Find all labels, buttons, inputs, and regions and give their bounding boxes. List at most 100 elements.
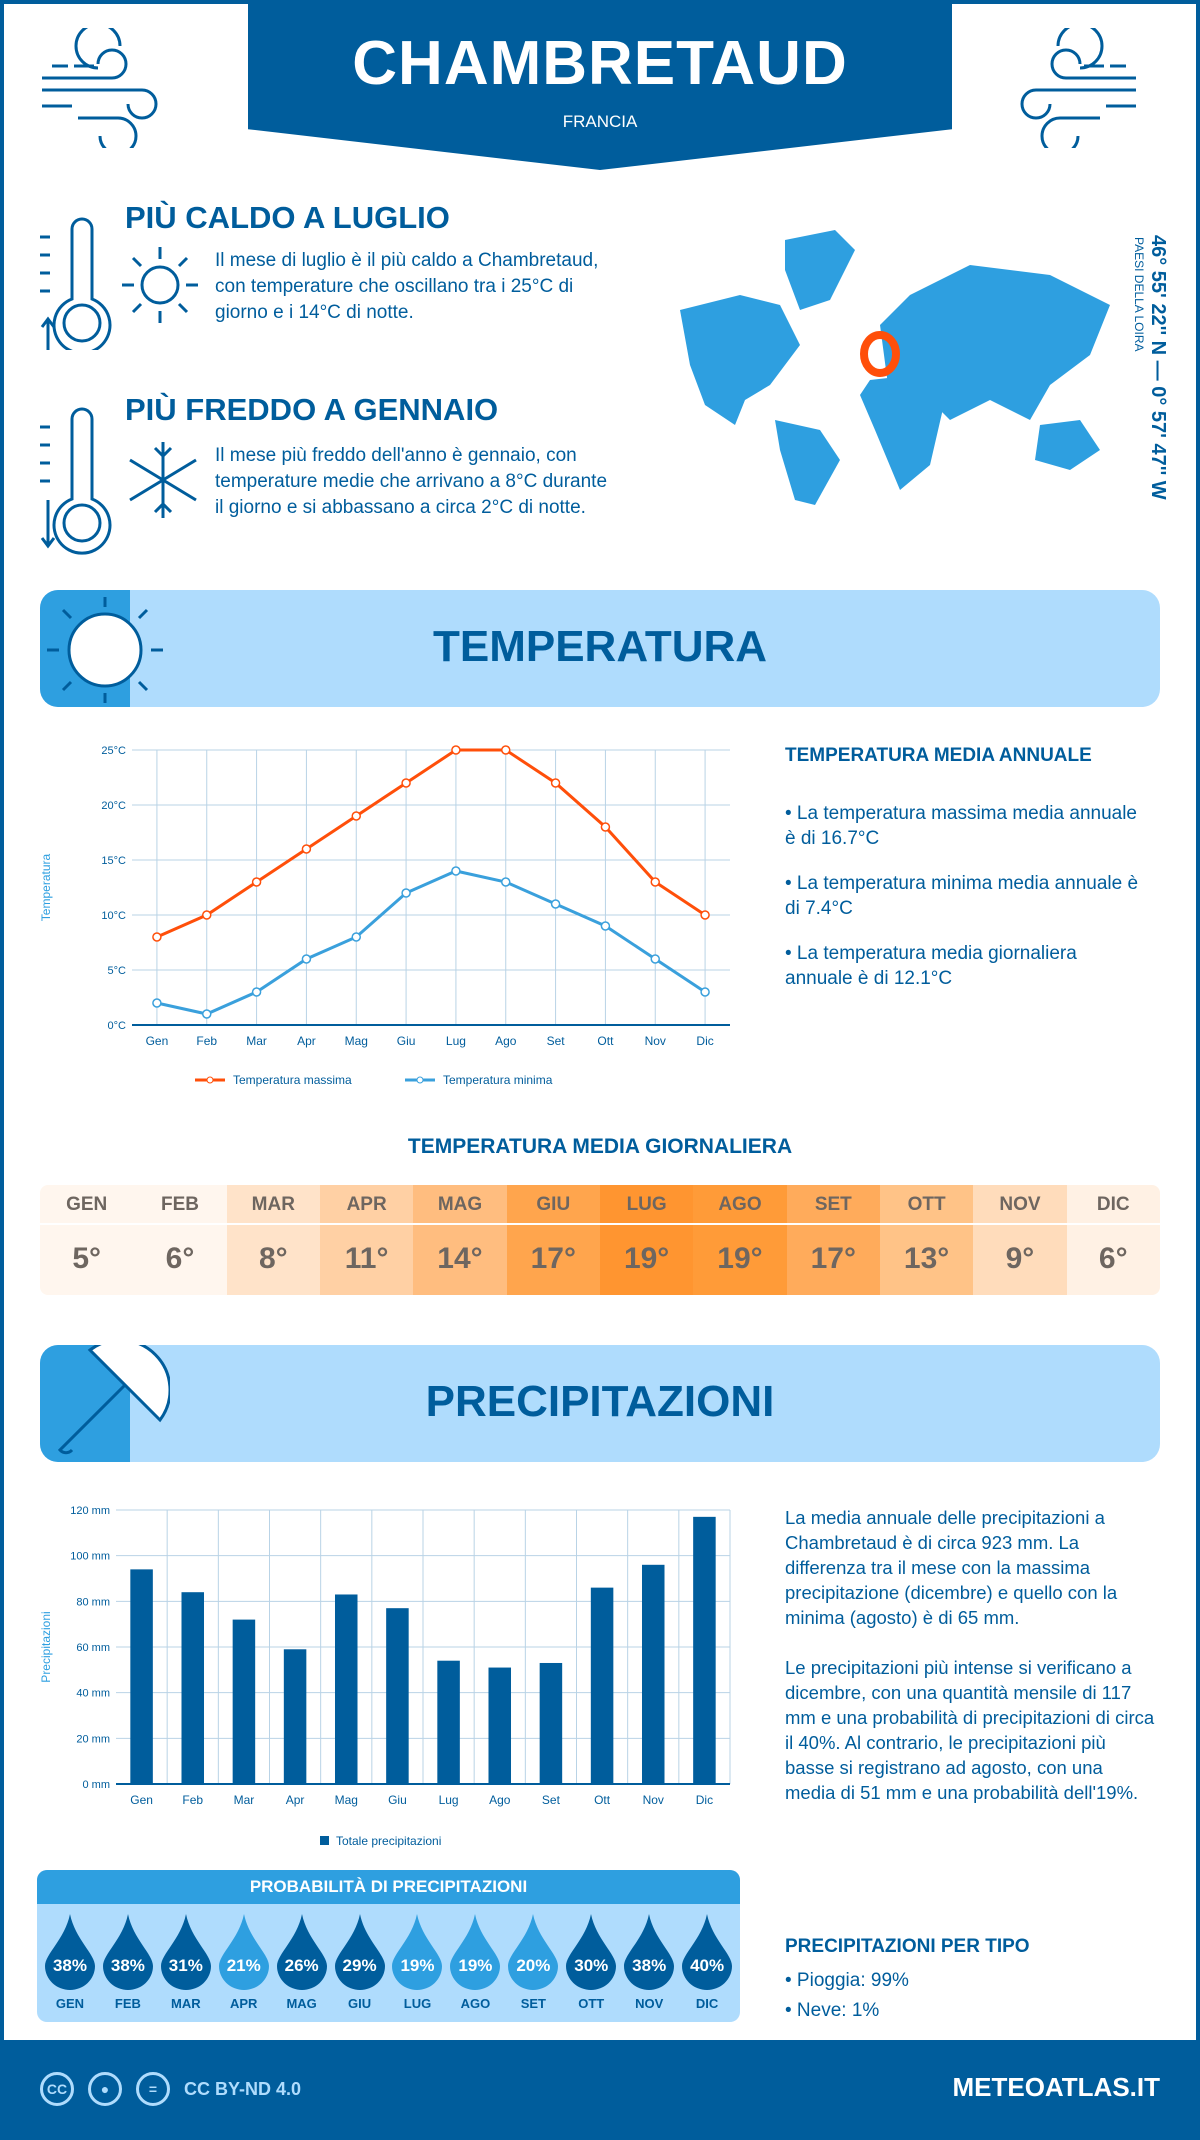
precip-text: La media annuale delle precipitazioni a … bbox=[785, 1505, 1155, 1805]
x-tick-label: Nov bbox=[643, 1793, 664, 1807]
daily-cell-NOV: NOV 9° bbox=[973, 1185, 1067, 1295]
precipitation-title: PRECIPITAZIONI bbox=[425, 1377, 775, 1426]
legend-marker bbox=[416, 1076, 424, 1084]
temp-summary: TEMPERATURA MEDIA ANNUALE • La temperatu… bbox=[785, 745, 1145, 1011]
month-label: APR bbox=[319, 1185, 414, 1225]
month-label: SET bbox=[520, 1996, 546, 2011]
temp-value: 17° bbox=[810, 1242, 856, 1275]
point-Ott bbox=[600, 921, 611, 931]
precip-probability-box: PROBABILITÀ DI PRECIPITAZIONI 38% GEN 38% F… bbox=[37, 1870, 740, 2022]
month-label: SET bbox=[786, 1185, 880, 1225]
probability-GIU: 29% GIU bbox=[331, 1914, 389, 2011]
month-label: GEN bbox=[40, 1185, 134, 1225]
temp-value: 19° bbox=[717, 1242, 763, 1275]
bar-Nov bbox=[641, 1564, 665, 1784]
month-label: OTT bbox=[578, 1996, 605, 2011]
y-tick-label: 15°C bbox=[101, 855, 126, 867]
bar-Ott bbox=[590, 1587, 614, 1784]
point-Giu bbox=[401, 778, 411, 788]
point-Set bbox=[550, 778, 561, 788]
raindrop-icon bbox=[276, 1914, 327, 1990]
x-tick-label: Mag bbox=[345, 1034, 368, 1048]
probability-NOV: 38% NOV bbox=[620, 1914, 678, 2011]
coldest-text: Il mese più freddo dell'anno è gennaio, … bbox=[215, 445, 608, 518]
coldest-title: PIÙ FREDDO A GENNAIO bbox=[125, 392, 499, 427]
site-link[interactable]: METEOATLAS.IT bbox=[952, 2072, 1160, 2102]
bar-Apr bbox=[283, 1649, 307, 1784]
month-label: NOV bbox=[635, 1996, 664, 2011]
x-tick-label: Gen bbox=[130, 1793, 153, 1807]
daily-cell-GIU: GIU 17° bbox=[506, 1185, 600, 1295]
point-Nov bbox=[650, 877, 660, 887]
precipitation-banner: PRECIPITAZIONI bbox=[40, 1345, 1160, 1462]
x-tick-label: Apr bbox=[297, 1034, 316, 1048]
point-Mar bbox=[251, 877, 262, 887]
precipitation-chart: 0 mm 20 mm 40 mm 60 mm 80 mm 100 mm 120 mm Gen F… bbox=[39, 1505, 731, 1848]
daily-cell-MAG: MAG 14° bbox=[413, 1185, 507, 1295]
raindrop-icon bbox=[450, 1914, 501, 1990]
probability-value: 38% bbox=[632, 1956, 667, 1975]
probability-heading: PROBABILITÀ DI PRECIPITAZIONI bbox=[37, 1870, 740, 1904]
precip-type-item: • Pioggia: 99% bbox=[785, 1970, 909, 1991]
x-tick-label: Lug bbox=[446, 1034, 466, 1048]
temp-value: 17° bbox=[530, 1242, 576, 1275]
x-tick-label: Set bbox=[547, 1034, 566, 1048]
license-link[interactable]: CC BY-ND 4.0 bbox=[184, 2078, 302, 2099]
thermometer-hot-icon bbox=[40, 217, 112, 350]
month-label: DIC bbox=[1066, 1185, 1160, 1225]
temp-value: 14° bbox=[437, 1242, 483, 1275]
y-tick-label: 60 mm bbox=[76, 1642, 110, 1654]
point-Lug bbox=[451, 866, 461, 876]
bar-Set bbox=[539, 1662, 563, 1784]
bar-Feb bbox=[181, 1592, 205, 1784]
raindrop-icon bbox=[334, 1914, 385, 1990]
month-label: AGO bbox=[693, 1185, 787, 1225]
snowflake-icon bbox=[129, 442, 197, 518]
probability-AGO: 19% AGO bbox=[446, 1914, 504, 2011]
series-line bbox=[156, 748, 706, 939]
x-tick-label: Gen bbox=[146, 1034, 169, 1048]
probability-GEN: 38% GEN bbox=[41, 1914, 99, 2011]
y-tick-label: 0 mm bbox=[83, 1779, 111, 1791]
legend-label: Temperatura massima bbox=[233, 1073, 352, 1087]
point-Set bbox=[550, 899, 561, 909]
bar-Ago bbox=[488, 1667, 512, 1784]
point-Dic bbox=[700, 987, 710, 997]
temperature-title: TEMPERATURA bbox=[432, 622, 768, 671]
x-tick-label: Dic bbox=[696, 1793, 713, 1807]
x-tick-label: Nov bbox=[645, 1034, 666, 1048]
temperature-banner: TEMPERATURA bbox=[40, 590, 1160, 707]
city-title: CHAMBRETAUD bbox=[352, 29, 848, 98]
daily-cell-LUG: LUG 19° bbox=[599, 1185, 694, 1295]
probability-value: 29% bbox=[342, 1956, 377, 1975]
raindrop-icon bbox=[44, 1914, 95, 1990]
precip-paragraph: La media annuale delle precipitazioni a … bbox=[785, 1507, 1118, 1628]
y-axis-label: Precipitazioni bbox=[39, 1611, 53, 1682]
y-tick-label: 0°C bbox=[108, 1020, 127, 1032]
daily-cell-SET: SET 17° bbox=[786, 1185, 880, 1295]
probability-value: 26% bbox=[284, 1956, 319, 1975]
thermometer-cold-icon bbox=[40, 407, 112, 555]
temp-value: 5° bbox=[72, 1242, 101, 1275]
x-tick-label: Mar bbox=[246, 1034, 267, 1048]
point-Feb bbox=[202, 910, 212, 920]
header-banner bbox=[248, 0, 952, 170]
month-label: OTT bbox=[879, 1185, 974, 1225]
month-label: NOV bbox=[973, 1185, 1067, 1225]
daily-cell-APR: APR 11° bbox=[319, 1185, 414, 1295]
probability-value: 21% bbox=[226, 1956, 261, 1975]
point-Ott bbox=[600, 822, 611, 832]
point-Gen bbox=[152, 932, 162, 942]
temp-value: 6° bbox=[165, 1242, 195, 1275]
x-tick-label: Feb bbox=[196, 1034, 217, 1048]
raindrop-icon bbox=[508, 1914, 559, 1990]
temp-value: 13° bbox=[903, 1242, 950, 1275]
temp-value: 6° bbox=[1098, 1242, 1128, 1275]
point-Apr bbox=[301, 844, 312, 854]
probability-DIC: 40% DIC bbox=[678, 1914, 736, 2011]
temp-summary-item: • La temperatura media giornaliera annua… bbox=[785, 943, 1077, 989]
x-tick-label: Mag bbox=[335, 1793, 358, 1807]
probability-value: 30% bbox=[574, 1956, 609, 1975]
daily-cell-OTT: OTT 13° bbox=[879, 1185, 974, 1295]
bar-Dic bbox=[693, 1516, 716, 1784]
